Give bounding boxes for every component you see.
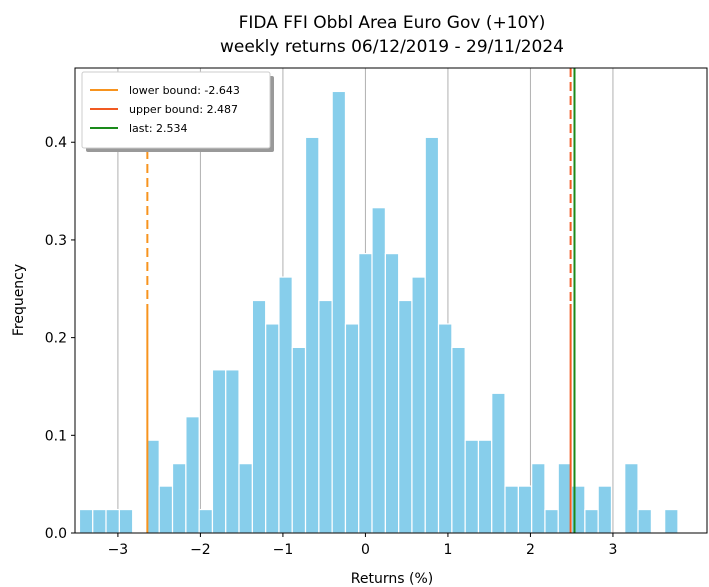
bar [491,392,506,534]
y-tick-label: 0.2 [45,331,67,347]
bar [597,485,613,534]
bar [238,463,253,534]
bar [185,416,200,534]
x-tick-label: −3 [108,542,129,558]
bar [398,299,413,534]
y-tick-label: 0.0 [45,526,67,542]
bar [211,369,227,534]
x-tick-label: 0 [361,542,370,558]
bar [464,439,480,534]
legend-box [81,71,271,149]
bar [531,463,546,534]
bar [225,369,240,534]
chart-subtitle: weekly returns 06/12/2019 - 29/11/2024 [220,37,564,57]
bar [118,508,134,534]
bar [171,463,187,534]
y-tick-label: 0.4 [45,135,67,151]
bar [424,136,440,534]
bar [198,508,214,534]
x-tick-label: 3 [608,542,617,558]
bar [78,508,94,534]
legend-label: lower bound: -2.643 [129,84,240,97]
bar [304,136,320,534]
bar [504,485,519,534]
bar [664,508,679,534]
bar [384,253,400,534]
bar [517,485,533,534]
bar [318,299,333,534]
x-axis-label: Returns (%) [351,571,433,587]
bar [344,323,360,534]
bar [331,90,347,534]
bar [544,508,559,534]
bar [251,299,267,534]
bar [477,439,493,534]
x-tick-label: −2 [190,542,211,558]
bar [451,346,466,534]
legend: lower bound: -2.643 upper bound: 2.487 las… [81,71,274,152]
bar [557,463,573,534]
bar [265,323,280,534]
bar [371,207,386,534]
bar [624,463,639,534]
bar [637,508,652,534]
y-axis-label: Frequency [11,264,27,336]
x-tick-label: 2 [526,542,535,558]
legend-label: upper bound: 2.487 [129,103,238,116]
legend-label: last: 2.534 [129,122,188,135]
chart-title: FIDA FFI Obbl Area Euro Gov (+10Y) [239,13,546,33]
y-tick-label: 0.1 [45,428,67,444]
y-tick-label: 0.3 [45,233,67,249]
bar [291,346,307,534]
x-tick-label: 1 [443,542,452,558]
bar [437,323,453,534]
bar [158,485,174,534]
x-tick-label: −1 [273,542,294,558]
bar [278,276,293,534]
bar [358,253,373,534]
bar [92,508,107,534]
bar [105,508,120,534]
bar [584,508,599,534]
bar [411,276,426,534]
plot-frame [74,67,708,534]
